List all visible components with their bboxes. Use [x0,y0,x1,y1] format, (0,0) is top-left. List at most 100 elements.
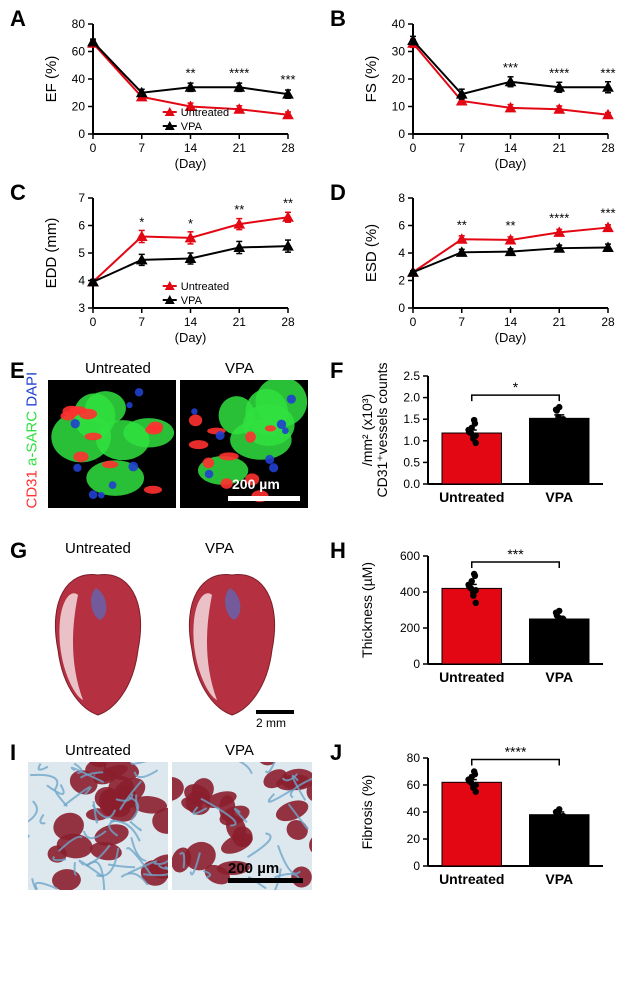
svg-text:2.0: 2.0 [403,391,420,405]
svg-text:(Day): (Day) [495,156,527,171]
svg-text:0.5: 0.5 [403,455,420,469]
svg-text:Untreated: Untreated [181,107,229,119]
svg-text:Untreated: Untreated [439,489,504,505]
svg-text:ESD (%): ESD (%) [363,224,380,282]
svg-text:21: 21 [233,315,247,329]
svg-text:40: 40 [407,805,421,819]
svg-text:28: 28 [281,141,295,155]
svg-text:VPA: VPA [545,871,573,887]
text-label: E [10,358,25,384]
svg-text:*: * [139,215,144,230]
panel-label-D: D [330,180,346,206]
svg-text:0: 0 [413,657,420,671]
svg-text:0: 0 [398,301,405,315]
svg-text:8: 8 [398,191,405,205]
svg-text:7: 7 [458,141,465,155]
panel-label-B: B [330,6,346,32]
svg-text:Untreated: Untreated [439,871,504,887]
svg-text:5: 5 [78,246,85,260]
svg-text:CD31⁺vessels counts: CD31⁺vessels counts [374,362,390,497]
svg-text:2: 2 [398,274,405,288]
svg-text:21: 21 [553,141,567,155]
svg-text:14: 14 [504,315,518,329]
svg-text:600: 600 [400,549,420,563]
text-label: J [330,740,342,766]
line-chart-C: 3456707142128(Day)EDD (mm)******Untreate… [38,188,298,363]
svg-text:****: **** [505,744,527,760]
svg-text:EDD (mm): EDD (mm) [43,218,60,289]
svg-text:**: ** [185,65,195,80]
svg-text:*: * [513,379,519,395]
svg-text:1.0: 1.0 [403,434,420,448]
svg-text:60: 60 [407,778,421,792]
svg-text:***: *** [280,72,295,87]
text-label: VPA [225,742,254,759]
svg-text:14: 14 [504,141,518,155]
svg-text:2.5: 2.5 [403,369,420,383]
svg-text:4: 4 [398,246,405,260]
svg-text:28: 28 [601,315,615,329]
svg-text:6: 6 [398,219,405,233]
text-label: CD31 a-SARC DAPI [24,389,41,509]
svg-text:1.5: 1.5 [403,412,420,426]
svg-text:21: 21 [553,315,567,329]
panel-label-A: A [10,6,26,32]
svg-text:*: * [188,216,193,231]
svg-text:20: 20 [72,100,86,114]
svg-text:28: 28 [601,141,615,155]
bar-chart-F: 0.00.51.01.52.02.5CD31⁺vessels counts/mm… [358,366,628,551]
svg-text:20: 20 [392,72,406,86]
svg-text:****: **** [549,210,569,225]
svg-text:***: *** [503,60,518,75]
svg-text:0.0: 0.0 [403,477,420,491]
text-label: 2 mm [256,716,286,730]
svg-text:***: *** [600,206,615,221]
svg-text:200: 200 [400,621,420,635]
svg-text:(Day): (Day) [495,330,527,345]
svg-text:80: 80 [72,17,86,31]
heart-section [38,560,158,720]
bar-chart-H: 0200400600Thickness (µM)UntreatedVPA*** [358,546,628,731]
line-chart-A: 02040608007142128(Day)EF (%)*********Unt… [38,14,298,189]
trichrome-image [28,762,168,890]
svg-text:21: 21 [233,141,247,155]
heart-section [172,560,292,720]
svg-text:/mm² (x10³): /mm² (x10³) [359,394,375,466]
if-image-untreated [48,380,176,508]
svg-text:30: 30 [392,45,406,59]
svg-text:**: ** [505,218,515,233]
svg-text:4: 4 [78,274,85,288]
text-label: 200 µm [228,860,279,877]
svg-text:40: 40 [72,72,86,86]
text-label: Untreated [65,742,131,759]
svg-text:14: 14 [184,315,198,329]
panel-label-C: C [10,180,26,206]
svg-text:0: 0 [410,141,417,155]
svg-text:40: 40 [392,17,406,31]
svg-text:VPA: VPA [181,121,203,133]
svg-text:(Day): (Day) [175,156,207,171]
svg-text:3: 3 [78,301,85,315]
svg-text:VPA: VPA [545,489,573,505]
svg-text:Untreated: Untreated [181,281,229,293]
line-chart-D: 0246807142128(Day)ESD (%)*********** [358,188,618,363]
text-label: 200 µm [232,476,280,492]
svg-text:FS (%): FS (%) [363,56,380,103]
svg-text:0: 0 [398,127,405,141]
svg-text:***: *** [507,546,524,562]
svg-text:7: 7 [138,315,145,329]
text-label: G [10,538,27,564]
bar-chart-J: 020406080Fibrosis (%)UntreatedVPA**** [358,748,628,933]
svg-text:VPA: VPA [545,669,573,685]
svg-text:**: ** [234,202,244,217]
svg-text:**: ** [457,217,467,232]
text-label: Untreated [85,360,151,377]
line-chart-B: 01020304007142128(Day)FS (%)********** [358,14,618,189]
text-label: F [330,358,343,384]
text-label: Untreated [65,540,131,557]
svg-text:***: *** [600,65,615,80]
svg-text:Fibrosis (%): Fibrosis (%) [359,775,375,850]
svg-text:60: 60 [72,45,86,59]
svg-text:10: 10 [392,100,406,114]
svg-text:400: 400 [400,585,420,599]
